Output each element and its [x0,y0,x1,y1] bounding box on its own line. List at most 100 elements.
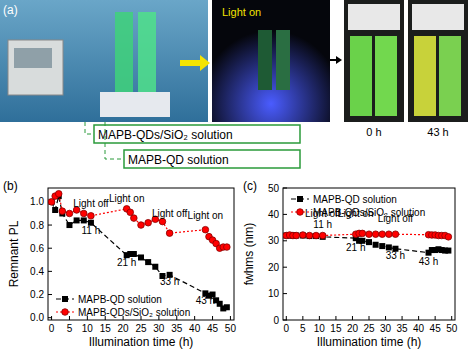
y-tick-label: 0.6 [30,243,44,254]
x-tick-label: 50 [225,323,237,334]
marker [127,209,134,216]
x-tick [435,316,436,320]
y-tick [48,294,52,295]
figure: Light on0 h43 h(a)MAPB-QDs/SiO₂ solution… [0,0,469,349]
annotation: 11 h [82,225,101,236]
annotation: 21 h [117,257,136,268]
panel-label: (b) [3,179,18,193]
x-tick-label: 5 [67,323,73,334]
x-tick-label: 0 [284,323,290,334]
marker [74,217,80,223]
marker [319,232,326,239]
y-tick-label: 0.4 [30,266,44,277]
x-tick-label: 5 [300,323,306,334]
marker [166,230,173,237]
series-line [52,194,227,248]
x-tick [286,316,287,320]
x-tick-label: 15 [330,323,342,334]
x-tick-label: 50 [446,323,458,334]
frame [283,188,455,320]
marker [372,231,379,238]
x-tick [194,316,195,320]
y-tick-label: 50 [268,183,280,194]
y-tick-label: 30 [268,235,280,246]
marker [55,190,62,197]
box-label: MAPB-QDs/SiO₂ solution [98,128,233,142]
marker [379,243,385,249]
cuvette [375,36,397,116]
legend: MAPB-QD solutionMAPB-QDs/SiO₂ solution [56,294,190,318]
legend-marker [62,309,69,316]
cuvette [350,36,372,116]
annotation: 43 h [196,295,215,306]
marker [52,207,58,213]
legend-label: MAPB-QD solution [78,294,162,305]
y-tick-label: 40 [268,209,280,220]
x-tick [230,316,231,320]
tube [276,30,290,90]
annotation: 43 h [419,256,438,267]
plot-area [48,190,230,311]
marker [373,242,379,248]
tube [258,30,272,90]
arrow-head [336,56,342,64]
panel-a: Light on0 h43 h(a)MAPB-QDs/SiO₂ solution… [0,0,468,168]
x-tick-label: 40 [413,323,425,334]
y-tick-label: 10 [268,288,280,299]
y-tick-label: 0.8 [30,220,44,231]
y-tick [48,317,52,318]
annotation: Light off [152,208,188,219]
x-axis-label: Illumination time (h) [89,335,194,349]
x-tick-label: 30 [380,323,392,334]
legend-marker [297,196,303,202]
marker [159,218,166,225]
tube [138,12,156,92]
x-tick [385,316,386,320]
marker [80,210,87,217]
x-tick [352,316,353,320]
x-tick [418,316,419,320]
marker [224,244,231,251]
x-tick-label: 0 [49,323,55,334]
marker [366,231,373,238]
annotation: 33 h [386,250,405,261]
marker [306,232,313,239]
plot-area [283,230,452,256]
y-tick-label: 1.0 [30,196,44,207]
y-tick [283,214,287,215]
time-label: 43 h [427,126,448,138]
photo [212,0,330,122]
x-axis-label: Illumination time (h) [317,335,422,349]
x-tick [69,316,70,320]
y-axis-label: Remnant PL [7,220,21,287]
x-tick-label: 10 [82,323,94,334]
series-line [52,196,227,308]
y-tick-label: 0.2 [30,289,44,300]
marker [313,233,319,239]
pointer [105,122,122,159]
y-tick [48,248,52,249]
pointer [85,122,93,134]
x-tick [369,316,370,320]
x-tick-label: 45 [207,323,219,334]
marker [293,232,300,239]
annotation: Light off [73,198,109,209]
annotation: Light on [109,193,145,204]
photo [0,0,208,122]
marker [313,232,320,239]
x-tick-label: 45 [430,323,442,334]
panel-label: (c) [243,179,257,193]
tube [115,12,133,92]
y-tick [283,267,287,268]
y-tick-label: 20 [268,262,280,273]
chart: 0510152025303540455001020304050Illuminat… [242,179,458,349]
marker [293,233,299,239]
legend-label: MAPB-QDs/SiO₂ solution [313,207,425,218]
cuvette [439,36,461,116]
annotation: 21 h [346,242,365,253]
caption: Light on [222,6,261,18]
x-tick-label: 15 [100,323,112,334]
x-tick [302,316,303,320]
marker [366,239,372,245]
y-tick [48,225,52,226]
